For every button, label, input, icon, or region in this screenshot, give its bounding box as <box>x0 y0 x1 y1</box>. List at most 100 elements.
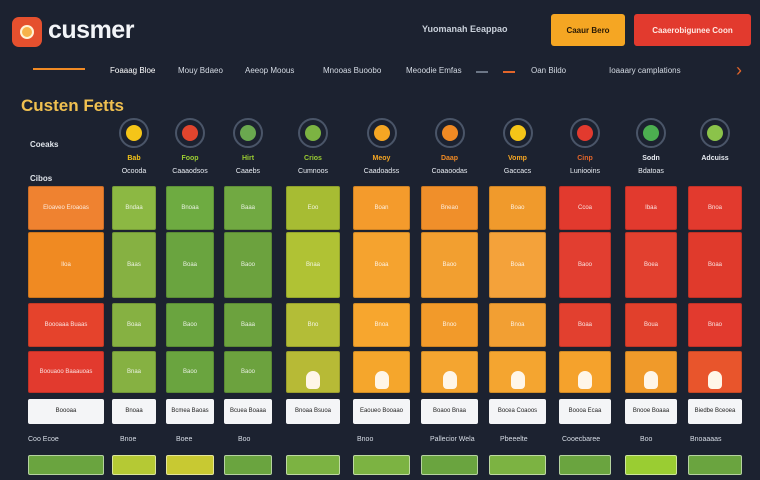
grid-cell[interactable]: Boaa <box>166 232 214 298</box>
footer-label: Coo Ecoe <box>28 436 59 443</box>
grid-cell[interactable]: Iloa <box>28 232 104 298</box>
grid-cell[interactable]: Boaa <box>112 303 156 347</box>
nav-item-6[interactable]: Oan Bildo <box>531 66 567 75</box>
nav-item-7[interactable]: Ioaaary camplations <box>609 66 681 75</box>
column-icon[interactable] <box>636 118 666 148</box>
info-card[interactable]: Bcmea Baoas <box>166 399 214 424</box>
column-sub: Cumnoos <box>298 168 328 175</box>
grid-cell[interactable]: Bnoa <box>688 186 742 230</box>
footer-bar[interactable] <box>166 455 214 475</box>
grid-cell[interactable] <box>688 351 742 393</box>
grid-cell[interactable]: Boaa <box>688 232 742 298</box>
footer-bar[interactable] <box>286 455 340 475</box>
nav-item-1[interactable]: Foaaag Bloe <box>110 66 156 75</box>
info-card[interactable]: Boooaa <box>28 399 104 424</box>
grid-cell[interactable]: Bnoa <box>489 303 546 347</box>
grid-cell[interactable]: Boan <box>353 186 410 230</box>
row-label: Coeaks <box>30 140 59 149</box>
footer-bar[interactable] <box>625 455 677 475</box>
grid-cell[interactable]: Baoo <box>224 232 272 298</box>
column-icon[interactable] <box>119 118 149 148</box>
primary-button[interactable]: Caaur Bero <box>551 14 625 46</box>
grid-cell[interactable]: Bnoa <box>353 303 410 347</box>
footer-bar[interactable] <box>224 455 272 475</box>
grid-cell[interactable]: Bnoaa <box>166 186 214 230</box>
column-icon[interactable] <box>298 118 328 148</box>
column-name: Adcuiss <box>701 155 729 162</box>
column-icon[interactable] <box>175 118 205 148</box>
grid-cell[interactable] <box>489 351 546 393</box>
column-icon[interactable] <box>570 118 600 148</box>
grid-cell[interactable]: Boaa <box>559 303 611 347</box>
info-card[interactable]: Bcuea Boaaa <box>224 399 272 424</box>
column-icon[interactable] <box>434 118 465 148</box>
column-sub: Gaccacs <box>503 168 532 175</box>
grid-cell[interactable]: Baaa <box>224 303 272 347</box>
column-sub: Bdatoas <box>638 168 664 175</box>
info-card[interactable]: Eaoueo Booaao <box>353 399 410 424</box>
nav-item-4[interactable]: Mnooas Buoobo <box>323 66 382 75</box>
grid-cell[interactable]: Boaa <box>353 232 410 298</box>
grid-cell[interactable]: Ibaa <box>625 186 677 230</box>
footer-bar[interactable] <box>688 455 742 475</box>
column-sub: Caaebs <box>235 168 261 175</box>
top-link[interactable]: Yuomanah Eeappao <box>422 24 508 34</box>
grid-cell[interactable]: Baoo <box>166 351 214 393</box>
chevron-right-icon[interactable]: › <box>736 60 742 80</box>
info-card[interactable]: Bnoaa <box>112 399 156 424</box>
grid-cell[interactable] <box>421 351 478 393</box>
fruit-icon <box>305 125 321 141</box>
grid-cell[interactable]: Eoo <box>286 186 340 230</box>
footer-bar[interactable] <box>353 455 410 475</box>
grid-cell[interactable]: Baoo <box>421 232 478 298</box>
footer-label: Boee <box>176 436 193 443</box>
grid-cell[interactable]: Bnaa <box>112 351 156 393</box>
info-card[interactable]: Bocea Coaoos <box>489 399 546 424</box>
secondary-button[interactable]: Caaerobigunee Coon <box>634 14 751 46</box>
grid-cell[interactable] <box>625 351 677 393</box>
nav-item-3[interactable]: Aeeop Moous <box>245 66 295 75</box>
info-card[interactable]: Boooa Ecaa <box>559 399 611 424</box>
info-card[interactable]: Bnooe Boaaa <box>625 399 677 424</box>
grid-cell[interactable]: Baoo <box>224 351 272 393</box>
grid-cell[interactable] <box>353 351 410 393</box>
grid-cell[interactable]: Bnao <box>688 303 742 347</box>
info-card[interactable]: Bnoaa Bsuoa <box>286 399 340 424</box>
fruit-icon <box>577 125 593 141</box>
grid-cell[interactable]: Bnoo <box>421 303 478 347</box>
grid-cell[interactable]: Bnaa <box>286 232 340 298</box>
grid-cell[interactable] <box>559 351 611 393</box>
grid-cell[interactable]: Baas <box>112 232 156 298</box>
grid-cell[interactable] <box>286 351 340 393</box>
nav-item-2[interactable]: Mouy Bdaeo <box>178 66 223 75</box>
footer-bar[interactable] <box>421 455 478 475</box>
grid-cell[interactable]: Bneao <box>421 186 478 230</box>
footer-bar[interactable] <box>112 455 156 475</box>
grid-cell[interactable]: Bndaa <box>112 186 156 230</box>
info-card[interactable]: Biedbe Bceoea <box>688 399 742 424</box>
column-icon[interactable] <box>366 118 397 148</box>
grid-cell[interactable]: Boooaaa Buaas <box>28 303 104 347</box>
footer-bar[interactable] <box>559 455 611 475</box>
grid-cell[interactable]: Bno <box>286 303 340 347</box>
grid-cell[interactable]: Boua <box>625 303 677 347</box>
nav-item-5[interactable]: Meoodie Emfas <box>406 66 462 75</box>
app-logo-icon[interactable] <box>12 17 42 47</box>
footer-bar[interactable] <box>489 455 546 475</box>
grid-cell[interactable]: Boao <box>489 186 546 230</box>
column-icon[interactable] <box>233 118 263 148</box>
grid-cell[interactable]: Boaa <box>489 232 546 298</box>
grid-cell[interactable]: Baaa <box>224 186 272 230</box>
column-icon[interactable] <box>700 118 730 148</box>
nav-separator <box>476 71 488 73</box>
grid-cell[interactable]: Baoo <box>166 303 214 347</box>
grid-cell[interactable]: Ccoa <box>559 186 611 230</box>
info-card[interactable]: Boaoo Bnaa <box>421 399 478 424</box>
grid-cell[interactable]: Boea <box>625 232 677 298</box>
grid-cell[interactable]: Boouaoo Baaauoas <box>28 351 104 393</box>
footer-bar[interactable] <box>28 455 104 475</box>
grid-cell[interactable]: Eloaveo Eroaoas <box>28 186 104 230</box>
column-icon[interactable] <box>502 118 533 148</box>
column-sub: Luniooins <box>570 168 600 175</box>
grid-cell[interactable]: Baoo <box>559 232 611 298</box>
